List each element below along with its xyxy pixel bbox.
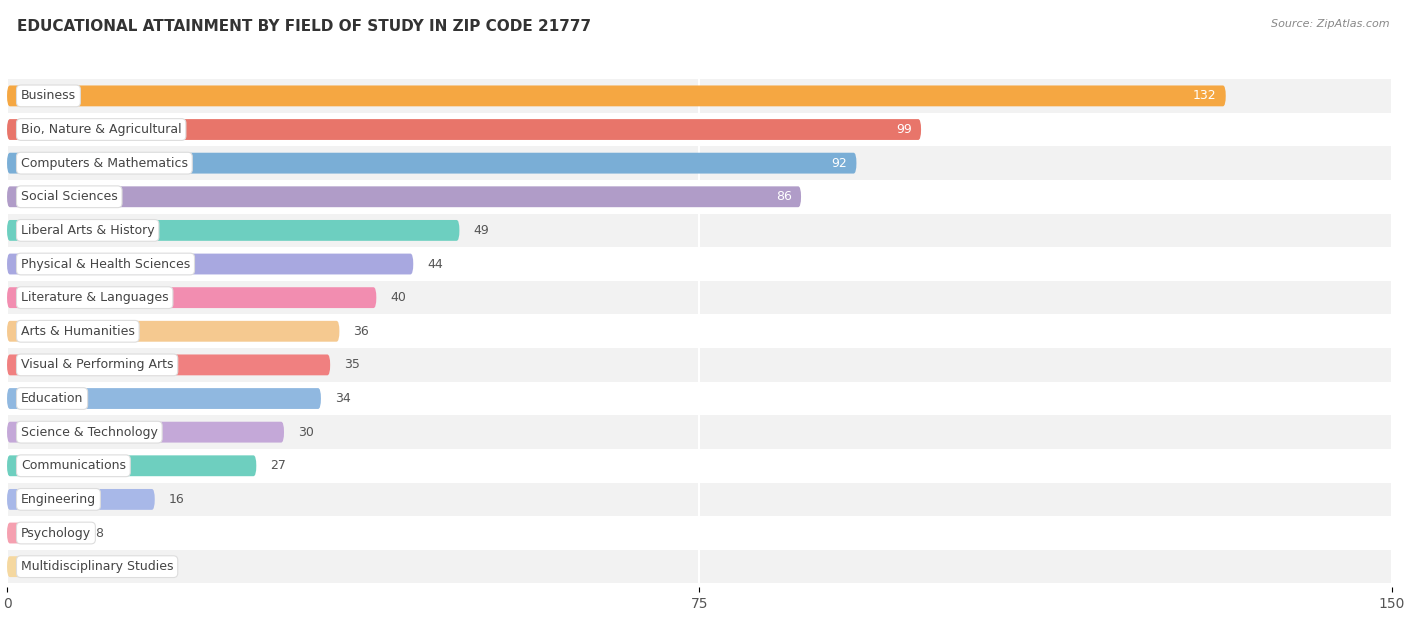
Bar bbox=[7, 220, 460, 241]
FancyBboxPatch shape bbox=[7, 355, 330, 375]
Bar bbox=[7, 287, 377, 308]
Text: 35: 35 bbox=[344, 358, 360, 372]
Bar bbox=[7, 415, 1392, 449]
FancyBboxPatch shape bbox=[7, 489, 155, 510]
Bar bbox=[7, 153, 856, 174]
Text: Computers & Mathematics: Computers & Mathematics bbox=[21, 156, 188, 170]
Text: Communications: Communications bbox=[21, 459, 127, 472]
Bar bbox=[7, 382, 1392, 415]
Text: Psychology: Psychology bbox=[21, 526, 91, 540]
Bar bbox=[7, 388, 321, 409]
FancyBboxPatch shape bbox=[7, 85, 1226, 106]
Bar bbox=[7, 281, 1392, 314]
Bar bbox=[7, 422, 284, 442]
FancyBboxPatch shape bbox=[7, 254, 413, 274]
Bar bbox=[7, 456, 256, 476]
Text: 44: 44 bbox=[427, 257, 443, 271]
Text: Social Sciences: Social Sciences bbox=[21, 191, 118, 203]
Text: 30: 30 bbox=[298, 426, 314, 439]
Bar bbox=[7, 186, 801, 207]
Text: 40: 40 bbox=[391, 291, 406, 304]
Bar bbox=[7, 85, 1226, 106]
Bar bbox=[7, 119, 921, 140]
Text: Visual & Performing Arts: Visual & Performing Arts bbox=[21, 358, 173, 372]
Bar bbox=[7, 321, 339, 342]
FancyBboxPatch shape bbox=[7, 456, 256, 476]
FancyBboxPatch shape bbox=[7, 522, 82, 543]
Bar bbox=[7, 180, 1392, 213]
Text: Literature & Languages: Literature & Languages bbox=[21, 291, 169, 304]
Bar bbox=[7, 355, 330, 375]
Bar bbox=[7, 79, 1392, 113]
Text: Business: Business bbox=[21, 90, 76, 102]
Bar bbox=[7, 550, 1392, 584]
Bar bbox=[7, 348, 1392, 382]
Text: 99: 99 bbox=[896, 123, 912, 136]
Text: EDUCATIONAL ATTAINMENT BY FIELD OF STUDY IN ZIP CODE 21777: EDUCATIONAL ATTAINMENT BY FIELD OF STUDY… bbox=[17, 19, 591, 34]
Text: Physical & Health Sciences: Physical & Health Sciences bbox=[21, 257, 190, 271]
Text: Science & Technology: Science & Technology bbox=[21, 426, 157, 439]
FancyBboxPatch shape bbox=[7, 153, 856, 174]
Text: Multidisciplinary Studies: Multidisciplinary Studies bbox=[21, 560, 173, 573]
Text: 86: 86 bbox=[776, 191, 792, 203]
Text: 27: 27 bbox=[270, 459, 285, 472]
Bar bbox=[7, 254, 413, 274]
FancyBboxPatch shape bbox=[7, 119, 921, 140]
Text: Engineering: Engineering bbox=[21, 493, 96, 506]
Bar bbox=[7, 483, 1392, 516]
FancyBboxPatch shape bbox=[7, 321, 339, 342]
FancyBboxPatch shape bbox=[7, 422, 284, 442]
Text: 92: 92 bbox=[831, 156, 848, 170]
Text: 34: 34 bbox=[335, 392, 350, 405]
Text: 36: 36 bbox=[353, 325, 368, 338]
FancyBboxPatch shape bbox=[7, 557, 35, 577]
Bar bbox=[7, 516, 1392, 550]
Bar bbox=[7, 449, 1392, 483]
FancyBboxPatch shape bbox=[7, 388, 321, 409]
Bar bbox=[7, 247, 1392, 281]
Bar bbox=[7, 213, 1392, 247]
FancyBboxPatch shape bbox=[7, 186, 801, 207]
Text: Bio, Nature & Agricultural: Bio, Nature & Agricultural bbox=[21, 123, 181, 136]
Text: Source: ZipAtlas.com: Source: ZipAtlas.com bbox=[1271, 19, 1389, 29]
Bar bbox=[7, 314, 1392, 348]
Text: 49: 49 bbox=[474, 224, 489, 237]
Bar bbox=[7, 489, 155, 510]
Text: 132: 132 bbox=[1192, 90, 1216, 102]
Bar bbox=[7, 146, 1392, 180]
Text: 8: 8 bbox=[94, 526, 103, 540]
Bar bbox=[7, 522, 82, 543]
Text: Liberal Arts & History: Liberal Arts & History bbox=[21, 224, 155, 237]
Text: 0: 0 bbox=[21, 560, 30, 573]
FancyBboxPatch shape bbox=[7, 287, 377, 308]
Bar bbox=[7, 113, 1392, 146]
Text: Education: Education bbox=[21, 392, 83, 405]
Text: Arts & Humanities: Arts & Humanities bbox=[21, 325, 135, 338]
Text: 16: 16 bbox=[169, 493, 184, 506]
FancyBboxPatch shape bbox=[7, 220, 460, 241]
